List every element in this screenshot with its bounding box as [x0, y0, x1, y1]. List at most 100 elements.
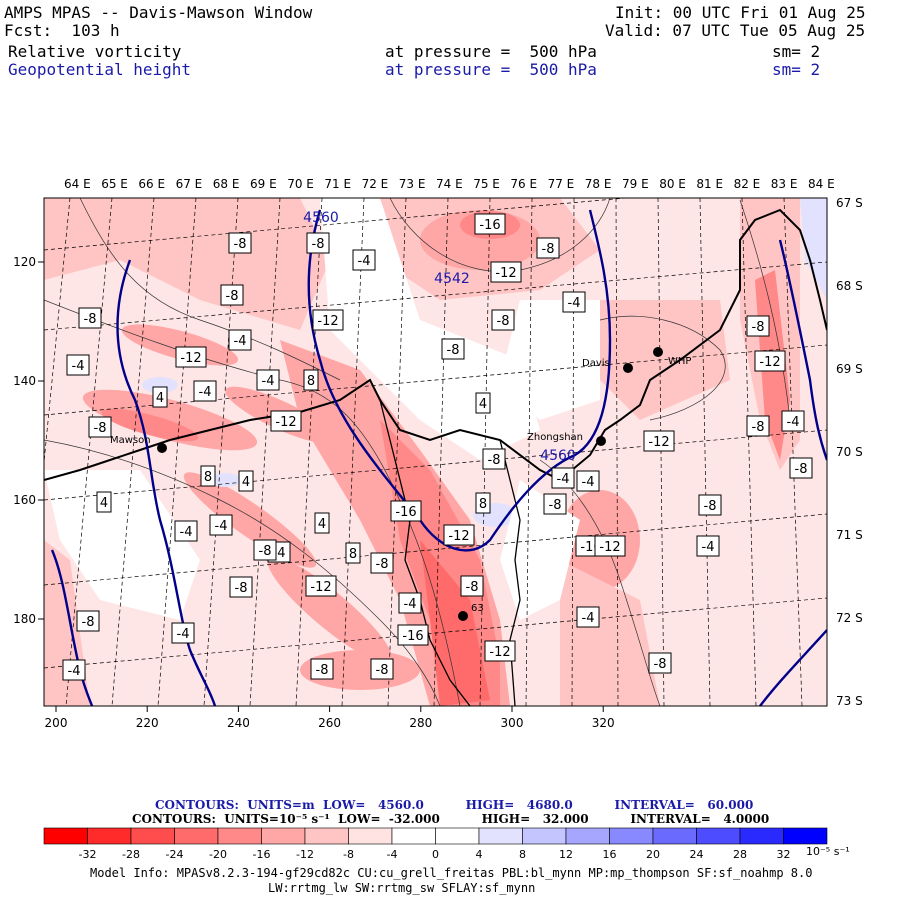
vorticity-value-label: -4: [398, 592, 422, 614]
vorticity-value-label: -8: [746, 415, 770, 437]
colorbar-swatch: [783, 827, 828, 845]
lon-label: 66 E: [138, 177, 165, 191]
valid-time: Valid: 07 UTC Tue 05 Aug 25: [605, 21, 866, 40]
svg-text:-4: -4: [180, 525, 193, 540]
colorbar-tick-label: 28: [733, 848, 747, 861]
svg-text:-8: -8: [316, 663, 329, 678]
colorbar-swatch: [565, 827, 610, 845]
svg-text:-8: -8: [259, 544, 272, 559]
svg-text:8: 8: [479, 497, 487, 512]
stations: Mawson Davis Zhongshan WHP 63: [110, 347, 691, 621]
vorticity-value-label: -4: [576, 470, 600, 492]
lat-label: 71 S: [836, 528, 863, 542]
colorbar-swatch: [130, 827, 175, 845]
station-63: 63: [458, 603, 484, 621]
field1-smoothing: sm= 2: [772, 42, 821, 61]
colorbar-swatch: [522, 827, 567, 845]
svg-text:-4: -4: [557, 472, 570, 487]
lon-label: 68 E: [213, 177, 240, 191]
svg-text:-12: -12: [489, 645, 510, 660]
svg-text:-4: -4: [177, 627, 190, 642]
colorbar-tick-label: -16: [253, 848, 271, 861]
svg-text:-4: -4: [582, 611, 595, 626]
svg-text:8: 8: [204, 470, 212, 485]
station-whp: WHP: [653, 347, 691, 367]
lon-label: 82 E: [734, 177, 761, 191]
coastline: [44, 208, 827, 482]
vorticity-value-label: -12: [443, 524, 475, 546]
ice-shelf-outline: [379, 399, 521, 706]
colorbar-swatch: [435, 827, 480, 845]
svg-text:-4: -4: [72, 359, 85, 374]
vorticity-value-label: -8: [789, 457, 813, 479]
colorbar-swatch: [217, 827, 262, 845]
svg-text:-4: -4: [215, 519, 228, 534]
svg-text:4: 4: [318, 517, 326, 532]
vorticity-value-label: -8: [543, 493, 567, 515]
contour-info-vorticity: CONTOURS: UNITS=10⁻⁵ s⁻¹ LOW= -32.000 HI…: [132, 812, 770, 826]
vorticity-value-label: -8: [746, 315, 770, 337]
graticule: [44, 198, 827, 706]
colorbar-swatch: [652, 827, 697, 845]
vorticity-value-label: 4: [475, 392, 491, 414]
svg-text:-8: -8: [226, 289, 239, 304]
svg-text:-8: -8: [549, 498, 562, 513]
svg-text:-4: -4: [787, 415, 800, 430]
svg-text:-4: -4: [262, 374, 275, 389]
lon-label: 72 E: [362, 177, 389, 191]
svg-text:-4: -4: [568, 296, 581, 311]
svg-text:4: 4: [242, 475, 250, 490]
colorbar-swatch: [174, 827, 219, 845]
svg-text:-12: -12: [759, 355, 780, 370]
vorticity-value-label: -12: [484, 640, 516, 662]
vorticity-value-label: -12: [643, 430, 675, 452]
svg-text:-16: -16: [402, 629, 423, 644]
vorticity-value-label: -8: [482, 448, 506, 470]
colorbar-tick-label: 16: [603, 848, 617, 861]
vorticity-value-label: -4: [193, 380, 217, 402]
vorticity-value-label: -8: [76, 610, 100, 632]
colorbar-tick-label: -28: [122, 848, 140, 861]
vorticity-value-label: -8: [220, 284, 244, 306]
vorticity-value-label: -4: [228, 329, 252, 351]
lat-label: 68 S: [836, 279, 863, 293]
svg-text:4: 4: [100, 496, 108, 511]
lon-label: 74 E: [436, 177, 463, 191]
svg-text:-12: -12: [448, 529, 469, 544]
colorbar-swatch: [43, 827, 88, 845]
lon-label: 64 E: [64, 177, 91, 191]
colorbar-tick-label: -12: [296, 848, 314, 861]
lat-label: 73 S: [836, 694, 863, 708]
vorticity-value-label: -4: [256, 369, 280, 391]
svg-text:-12: -12: [310, 580, 331, 595]
svg-text:-4: -4: [199, 385, 212, 400]
lon-label: 77 E: [548, 177, 575, 191]
colorbar-swatch: [87, 827, 132, 845]
svg-text:-8: -8: [84, 312, 97, 327]
colorbar-tick-label: 32: [777, 848, 791, 861]
vorticity-value-label: -8: [310, 658, 334, 680]
map-axes: 64 E 65 E 66 E 67 E 68 E 69 E 70 E 71 E 72 E 73 E…: [13, 177, 863, 730]
field2-smoothing: sm= 2: [772, 60, 821, 79]
colorbar-units: 10⁻⁵ s⁻¹: [806, 845, 850, 858]
y-tick-label: 140: [13, 374, 36, 388]
svg-text:-8: -8: [654, 657, 667, 672]
vorticity-value-label: -12: [312, 309, 344, 331]
vorticity-value-label: -16: [390, 500, 422, 522]
vorticity-value-label: -8: [648, 652, 672, 674]
colorbar-swatch: [478, 827, 523, 845]
svg-text:-4: -4: [582, 475, 595, 490]
vorticity-value-label: -8: [698, 494, 722, 516]
station-dot-icon: [623, 363, 633, 373]
lon-label: 65 E: [101, 177, 128, 191]
vorticity-value-label: -8: [491, 309, 515, 331]
lon-label: 75 E: [473, 177, 500, 191]
lon-label: 67 E: [176, 177, 203, 191]
x-tick-label: 240: [227, 716, 250, 730]
field1-name: Relative vorticity: [8, 42, 182, 61]
svg-text:-8: -8: [376, 663, 389, 678]
svg-text:-4: -4: [358, 254, 371, 269]
vorticity-value-label: 4: [314, 512, 330, 534]
vorticity-value-label: 8: [200, 465, 216, 487]
colorbar-tick-label: -24: [166, 848, 184, 861]
